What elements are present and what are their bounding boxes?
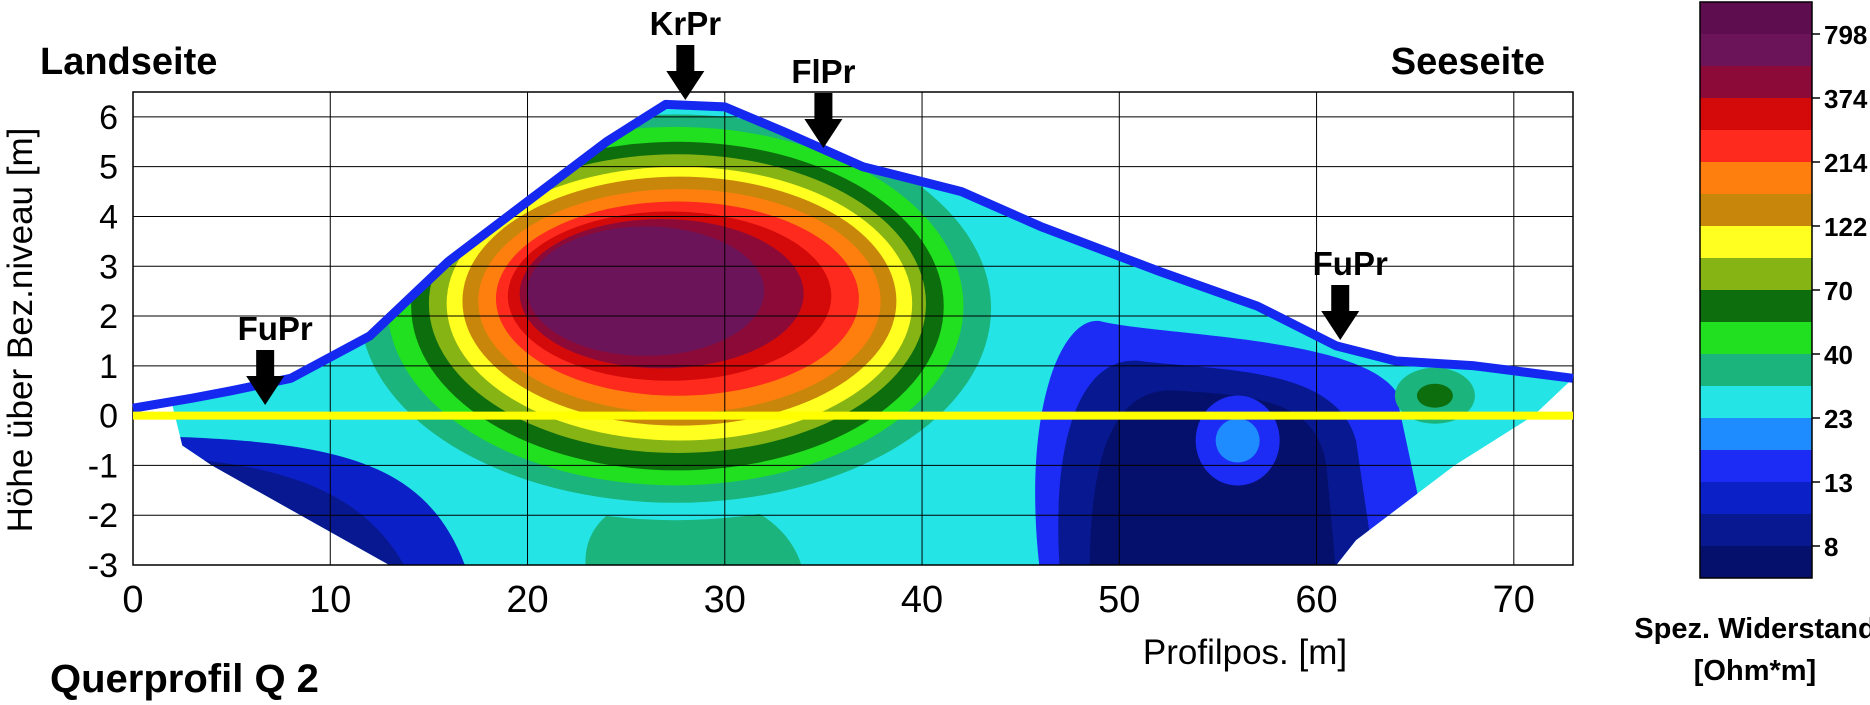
core-band-11: [527, 226, 765, 356]
colorbar-swatch: [1700, 450, 1812, 483]
x-tick-label: 40: [901, 579, 943, 621]
colorbar-swatch: [1700, 162, 1812, 195]
y-tick-label: 5: [99, 149, 118, 187]
arrow-down-icon: [666, 45, 705, 100]
colorbar-tick-label: 23: [1824, 404, 1853, 434]
chart-title: Querprofil Q 2: [50, 657, 319, 701]
annotation-krpr: KrPr: [650, 5, 722, 100]
y-tick-label: -3: [88, 547, 118, 585]
x-tick-label: 30: [704, 579, 746, 621]
colorbar-unit: [Ohm*m]: [1694, 655, 1816, 687]
y-axis-ticks: 6 5 4 3 2 1 0 -1 -2 -3: [88, 99, 118, 585]
colorbar-swatch: [1700, 130, 1812, 163]
colorbar-swatch: [1700, 354, 1812, 387]
annotation-flpr: FlPr: [791, 53, 856, 148]
y-tick-label: -1: [88, 447, 118, 485]
arrow-down-icon: [804, 93, 843, 148]
colorbar-tick-label: 798: [1824, 20, 1867, 50]
colorbar-swatch: [1700, 194, 1812, 227]
blue-bubble-core: [1215, 418, 1260, 463]
sea-green-spot-core: [1416, 383, 1453, 408]
x-tick-label: 0: [122, 579, 143, 621]
colorbar-tick-label: 13: [1824, 468, 1853, 498]
x-axis-label: Profilpos. [m]: [1143, 633, 1347, 672]
colorbar-swatch: [1700, 386, 1812, 419]
colorbar-tick-label: 122: [1824, 212, 1867, 242]
x-tick-label: 60: [1295, 579, 1337, 621]
colorbar-swatch: [1700, 34, 1812, 67]
colorbar-tick-label: 214: [1824, 148, 1868, 178]
colorbar-swatch: [1700, 226, 1812, 259]
colorbar-tick-label: 8: [1824, 532, 1838, 562]
colorbar-swatch: [1700, 418, 1812, 451]
colorbar-swatch: [1700, 98, 1812, 131]
x-tick-label: 10: [309, 579, 351, 621]
y-tick-label: 6: [99, 99, 118, 137]
land-side-label: Landseite: [40, 41, 217, 83]
annotation-fupr: FuPr: [238, 310, 313, 405]
annotation-label: FuPr: [1313, 245, 1388, 282]
y-tick-label: 1: [99, 348, 118, 386]
x-tick-label: 20: [506, 579, 548, 621]
colorbar-tick-label: 70: [1824, 276, 1853, 306]
x-tick-label: 50: [1098, 579, 1140, 621]
colorbar-title: Spez. Widerstand: [1634, 613, 1870, 645]
y-tick-label: 0: [99, 398, 118, 436]
y-tick-label: 3: [99, 248, 118, 286]
y-tick-label: -2: [88, 497, 118, 535]
y-tick-label: 2: [99, 298, 118, 336]
y-tick-label: 4: [99, 198, 118, 236]
arrow-down-icon: [246, 350, 285, 405]
colorbar-swatch: [1700, 66, 1812, 99]
colorbar-tick-label: 374: [1824, 84, 1868, 114]
dike-surface-line: [132, 99, 1574, 413]
colorbar-swatch: [1700, 290, 1812, 323]
colorbar-swatch: [1700, 546, 1812, 579]
x-tick-label: 70: [1493, 579, 1535, 621]
arrow-down-icon: [1321, 285, 1360, 340]
annotations: FuPr KrPr FlPr FuPr: [238, 5, 1388, 405]
annotation-label: FlPr: [791, 53, 855, 90]
colorbar-swatch: [1700, 514, 1812, 547]
colorbar-swatch: [1700, 258, 1812, 291]
colorbar: 798 374 214 122 70 40 23 13 8: [1699, 1, 1868, 579]
y-axis-label: Höhe über Bez.niveau [m]: [1, 128, 40, 533]
colorbar-swatch: [1700, 2, 1812, 35]
colorbar-tick-label: 40: [1824, 340, 1853, 370]
annotation-fupr: FuPr: [1313, 245, 1388, 340]
sea-side-label: Seeseite: [1391, 41, 1545, 83]
colorbar-swatch: [1700, 482, 1812, 515]
annotation-label: FuPr: [238, 310, 313, 347]
x-axis-ticks: 0 10 20 30 40 50 60 70: [122, 579, 1535, 621]
annotation-label: KrPr: [650, 5, 722, 42]
colorbar-swatch: [1700, 322, 1812, 355]
